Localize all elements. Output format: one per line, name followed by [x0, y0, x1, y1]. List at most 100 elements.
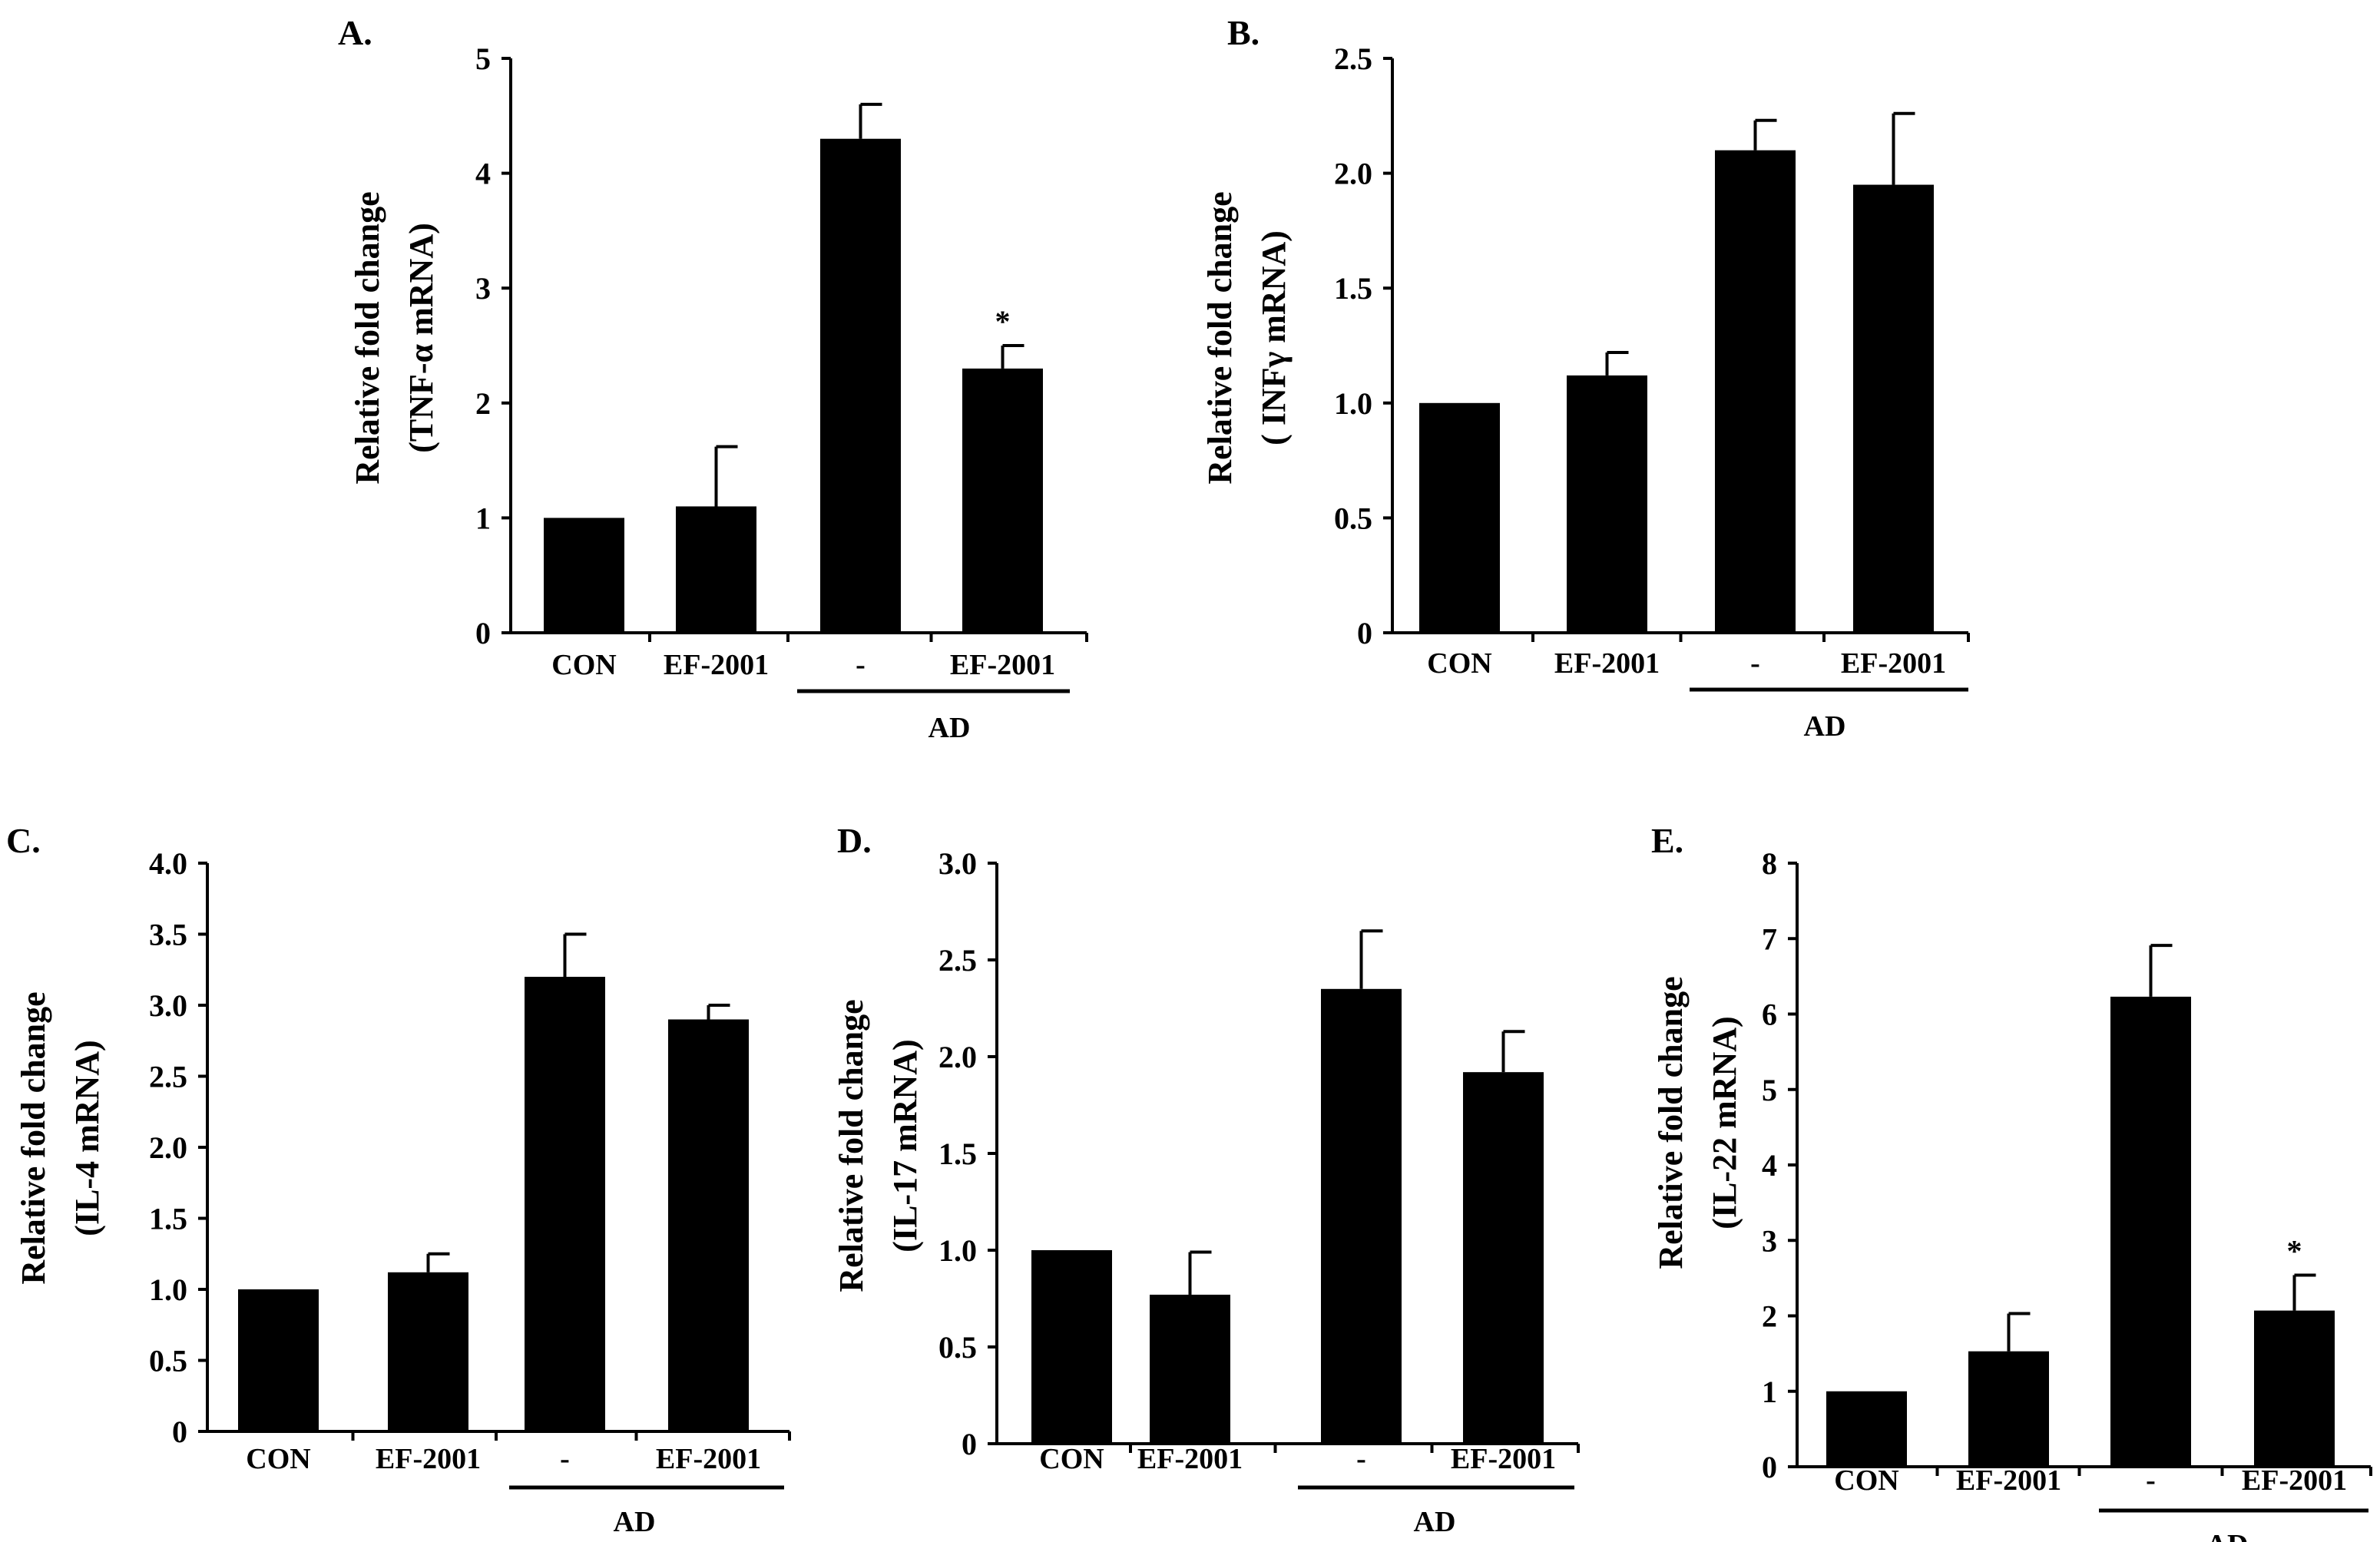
y-axis: 0 0.5 1.0 1.5 2.0 2.5 [1334, 41, 1394, 650]
group-label: AD [928, 712, 971, 744]
y-tick-label: 1.0 [938, 1233, 977, 1268]
category-labels: CON EF-2001 - EF-2001 [246, 1443, 761, 1475]
error-bars [1605, 111, 1915, 376]
bars [1826, 996, 2335, 1467]
category-label: EF-2001 [376, 1443, 481, 1475]
bar [1419, 402, 1500, 633]
y-axis-label-line1: Relative fold change [833, 999, 870, 1292]
category-label: EF-2001 [950, 649, 1055, 681]
panel-label: D. [837, 821, 872, 860]
y-axis-label-line1: Relative fold change [349, 191, 386, 484]
y-tick-label: 3 [475, 271, 491, 306]
group-label: AD [2206, 1529, 2249, 1542]
panel-e: E. Relative fold change (IL-22 mRNA) 0 1 2… [1651, 821, 2372, 1542]
category-label: EF-2001 [656, 1443, 761, 1475]
y-tick-label: 1.0 [1334, 386, 1372, 421]
y-tick-label: 3.0 [938, 846, 977, 881]
y-tick-label: 3.5 [149, 918, 187, 952]
bar [544, 518, 624, 633]
y-axis-label-line2: ( INFγ mRNA) [1255, 230, 1293, 445]
bars [1031, 988, 1544, 1444]
category-labels: CON EF-2001 - EF-2001 [1834, 1464, 2347, 1497]
category-label: EF-2001 [1451, 1443, 1556, 1475]
y-tick-label: 2.5 [938, 943, 977, 978]
bar [1968, 1351, 2049, 1467]
y-tick-label: 0 [1357, 616, 1372, 650]
y-axis-label-line1: Relative fold change [15, 991, 52, 1284]
group-label: AD [614, 1506, 656, 1538]
significance-markers: * [2287, 1233, 2302, 1268]
bar [1031, 1250, 1112, 1444]
category-label: EF-2001 [1137, 1443, 1243, 1475]
bar [962, 368, 1043, 633]
panel-label: B. [1227, 13, 1260, 52]
y-tick-label: 5 [1762, 1073, 1777, 1107]
bar [2254, 1310, 2335, 1467]
category-labels: CON EF-2001 - EF-2001 [551, 649, 1055, 681]
y-tick-label: 2.0 [149, 1130, 187, 1165]
category-label: - [2146, 1464, 2156, 1497]
panel-a: A. Relative fold change (TNF-α mRNA) 0 1 2… [338, 13, 1088, 744]
bar [1321, 988, 1402, 1444]
y-tick-label: 3.0 [149, 988, 187, 1023]
error-bars [1188, 929, 1525, 1295]
y-axis-label-line1: Relative fold change [1201, 191, 1239, 484]
bars [1419, 150, 1934, 633]
y-tick-label: 0.5 [1334, 501, 1372, 535]
y-tick-label: 2.5 [1334, 41, 1372, 76]
panel-b: B. Relative fold change ( INFγ mRNA) 0 0.… [1201, 13, 1970, 743]
bar [820, 138, 901, 634]
y-tick-label: 0 [172, 1415, 187, 1449]
category-label: CON [1427, 647, 1491, 680]
bar [1715, 150, 1796, 633]
category-label: - [1750, 647, 1760, 680]
y-tick-label: 2.5 [149, 1060, 187, 1094]
y-tick-label: 2.0 [938, 1040, 977, 1074]
y-tick-label: 5 [475, 41, 491, 76]
group-bracket: AD [2099, 1508, 2368, 1542]
y-tick-label: 0.5 [149, 1344, 187, 1378]
category-label: CON [246, 1443, 310, 1475]
significance-marker: * [2287, 1233, 2302, 1268]
category-label: CON [1039, 1443, 1104, 1475]
y-axis-label-line2: (IL-17 mRNA) [886, 1039, 924, 1252]
panel-c: C. Relative fold change (IL-4 mRNA) 0 0.5… [6, 821, 791, 1538]
group-label: AD [1804, 710, 1846, 743]
y-axis-label-line2: (IL-22 mRNA) [1706, 1016, 1743, 1229]
y-axis-label-line1: Relative fold change [1652, 976, 1690, 1269]
category-label: EF-2001 [1956, 1464, 2061, 1497]
significance-marker: * [995, 304, 1011, 339]
category-label: CON [551, 649, 616, 681]
y-tick-label: 4 [475, 157, 491, 191]
x-axis [511, 631, 1088, 642]
bar [676, 506, 756, 633]
category-label: - [1356, 1443, 1366, 1475]
y-tick-label: 0 [1762, 1450, 1777, 1484]
y-tick-label: 8 [1762, 846, 1777, 881]
y-tick-label: 2.0 [1334, 157, 1372, 191]
bars [238, 977, 749, 1431]
category-label: CON [1834, 1464, 1898, 1497]
bar [1826, 1391, 1907, 1467]
y-tick-label: 0.5 [938, 1330, 977, 1365]
error-bars [714, 102, 1024, 507]
y-axis: 0 1 2 3 4 5 [475, 41, 512, 650]
group-label: AD [1414, 1506, 1456, 1538]
group-bracket: AD [1298, 1485, 1574, 1538]
y-tick-label: 4 [1762, 1148, 1777, 1183]
bar [668, 1019, 749, 1431]
bar [1463, 1072, 1544, 1444]
x-axis [207, 1430, 791, 1441]
y-tick-label: 1 [1762, 1375, 1777, 1409]
bar [238, 1289, 319, 1431]
y-tick-label: 1.0 [149, 1272, 187, 1307]
group-bracket: AD [797, 689, 1070, 744]
y-tick-label: 6 [1762, 998, 1777, 1032]
y-tick-label: 3 [1762, 1223, 1777, 1258]
category-label: - [856, 649, 866, 681]
y-tick-label: 7 [1762, 922, 1777, 956]
significance-markers: * [995, 304, 1011, 339]
bar [1853, 184, 1934, 633]
category-labels: CON EF-2001 - EF-2001 [1039, 1443, 1556, 1475]
